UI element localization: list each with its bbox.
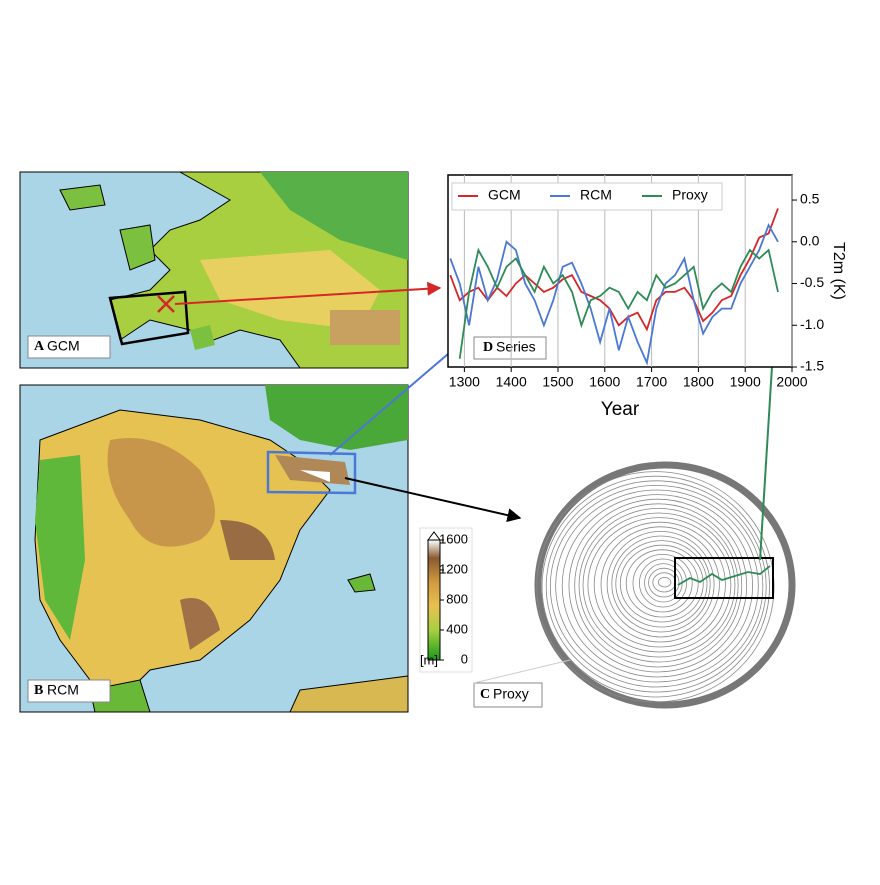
ring [648, 567, 680, 598]
ring [625, 549, 699, 618]
ring [536, 471, 775, 703]
tree-ring [473, 461, 796, 709]
ring [657, 577, 672, 588]
ring [578, 508, 739, 663]
x-tick-label: 1700 [636, 374, 667, 390]
ring [549, 485, 764, 688]
legend-label: GCM [488, 187, 521, 203]
colorbar-tick-label: 0 [461, 651, 468, 666]
series-line [458, 247, 779, 359]
ring [619, 544, 704, 623]
colorbar-unit: [m] [420, 652, 438, 667]
arrows [174, 281, 783, 561]
x-tick-label: 1900 [730, 374, 761, 390]
ring [545, 480, 767, 693]
panel-label: GCM [47, 338, 80, 354]
x-tick-label: 1500 [542, 374, 573, 390]
legend [451, 182, 723, 211]
ring [555, 489, 759, 683]
ring [615, 540, 708, 628]
y-tick-label: -1.5 [800, 358, 824, 374]
ring [593, 521, 726, 648]
colorbar-tick-label: 400 [446, 621, 468, 636]
panel-label: RCM [47, 682, 79, 698]
panel-letter: A [34, 339, 45, 354]
ring [600, 526, 720, 643]
ring [561, 494, 754, 678]
x-tick-label: 1600 [589, 374, 620, 390]
colorbar-tick-label: 1200 [439, 561, 468, 576]
ring [568, 498, 748, 673]
ring [541, 475, 770, 698]
y-tick-label: -1.0 [800, 316, 824, 332]
y-tick-label: -0.5 [800, 274, 824, 290]
colorbar: 0 400 800 1200 1600 [m] [419, 527, 473, 673]
colorbar-tick-label: 800 [446, 591, 468, 606]
x-tick-label: 1400 [496, 374, 527, 390]
panel-letter: B [34, 683, 43, 698]
panel-label-box [473, 336, 547, 360]
panel-label: Proxy [493, 686, 529, 702]
x-tick-label: 2000 [776, 374, 807, 390]
ring [587, 517, 732, 653]
map-gcm [19, 171, 409, 369]
map-rcm [19, 384, 409, 713]
ring [632, 554, 693, 613]
panel-letter: D [483, 340, 493, 355]
x-axis-label: Year [601, 399, 640, 420]
ring [611, 535, 711, 633]
legend-label: Proxy [672, 187, 708, 203]
legend-label: RCM [580, 187, 612, 203]
y-tick-label: 0.0 [800, 232, 820, 248]
panel-label: Series [496, 339, 536, 355]
x-tick-label: 1800 [683, 374, 714, 390]
series-line [449, 222, 779, 366]
panel-letter: C [480, 687, 490, 702]
ring [574, 503, 743, 668]
colorbar-tick-label: 1600 [439, 531, 468, 546]
ring [582, 512, 736, 658]
ring [606, 531, 715, 638]
series-line [449, 208, 779, 332]
y-tick-label: 0.5 [800, 191, 820, 207]
x-tick-label: 1300 [449, 374, 480, 390]
y-axis-label: T2m (K) [830, 242, 847, 300]
ring [639, 558, 687, 608]
